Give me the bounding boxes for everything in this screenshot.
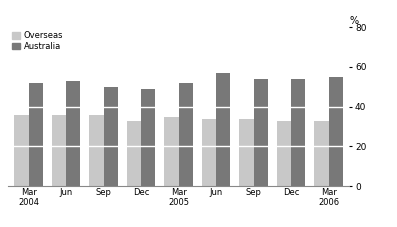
Bar bbox=[329, 77, 343, 186]
Bar bbox=[89, 115, 104, 186]
Text: %: % bbox=[349, 16, 358, 26]
Bar bbox=[164, 117, 179, 186]
Legend: Overseas, Australia: Overseas, Australia bbox=[12, 31, 63, 51]
Bar bbox=[291, 79, 305, 186]
Bar bbox=[29, 83, 43, 186]
Bar bbox=[179, 83, 193, 186]
Bar bbox=[66, 81, 80, 186]
Bar bbox=[254, 79, 268, 186]
Bar bbox=[314, 121, 329, 186]
Bar bbox=[14, 115, 29, 186]
Bar bbox=[127, 121, 141, 186]
Bar bbox=[216, 73, 230, 186]
Bar bbox=[141, 89, 155, 186]
Bar bbox=[239, 118, 254, 186]
Bar bbox=[202, 118, 216, 186]
Bar bbox=[52, 115, 66, 186]
Bar bbox=[277, 121, 291, 186]
Bar bbox=[104, 87, 118, 186]
